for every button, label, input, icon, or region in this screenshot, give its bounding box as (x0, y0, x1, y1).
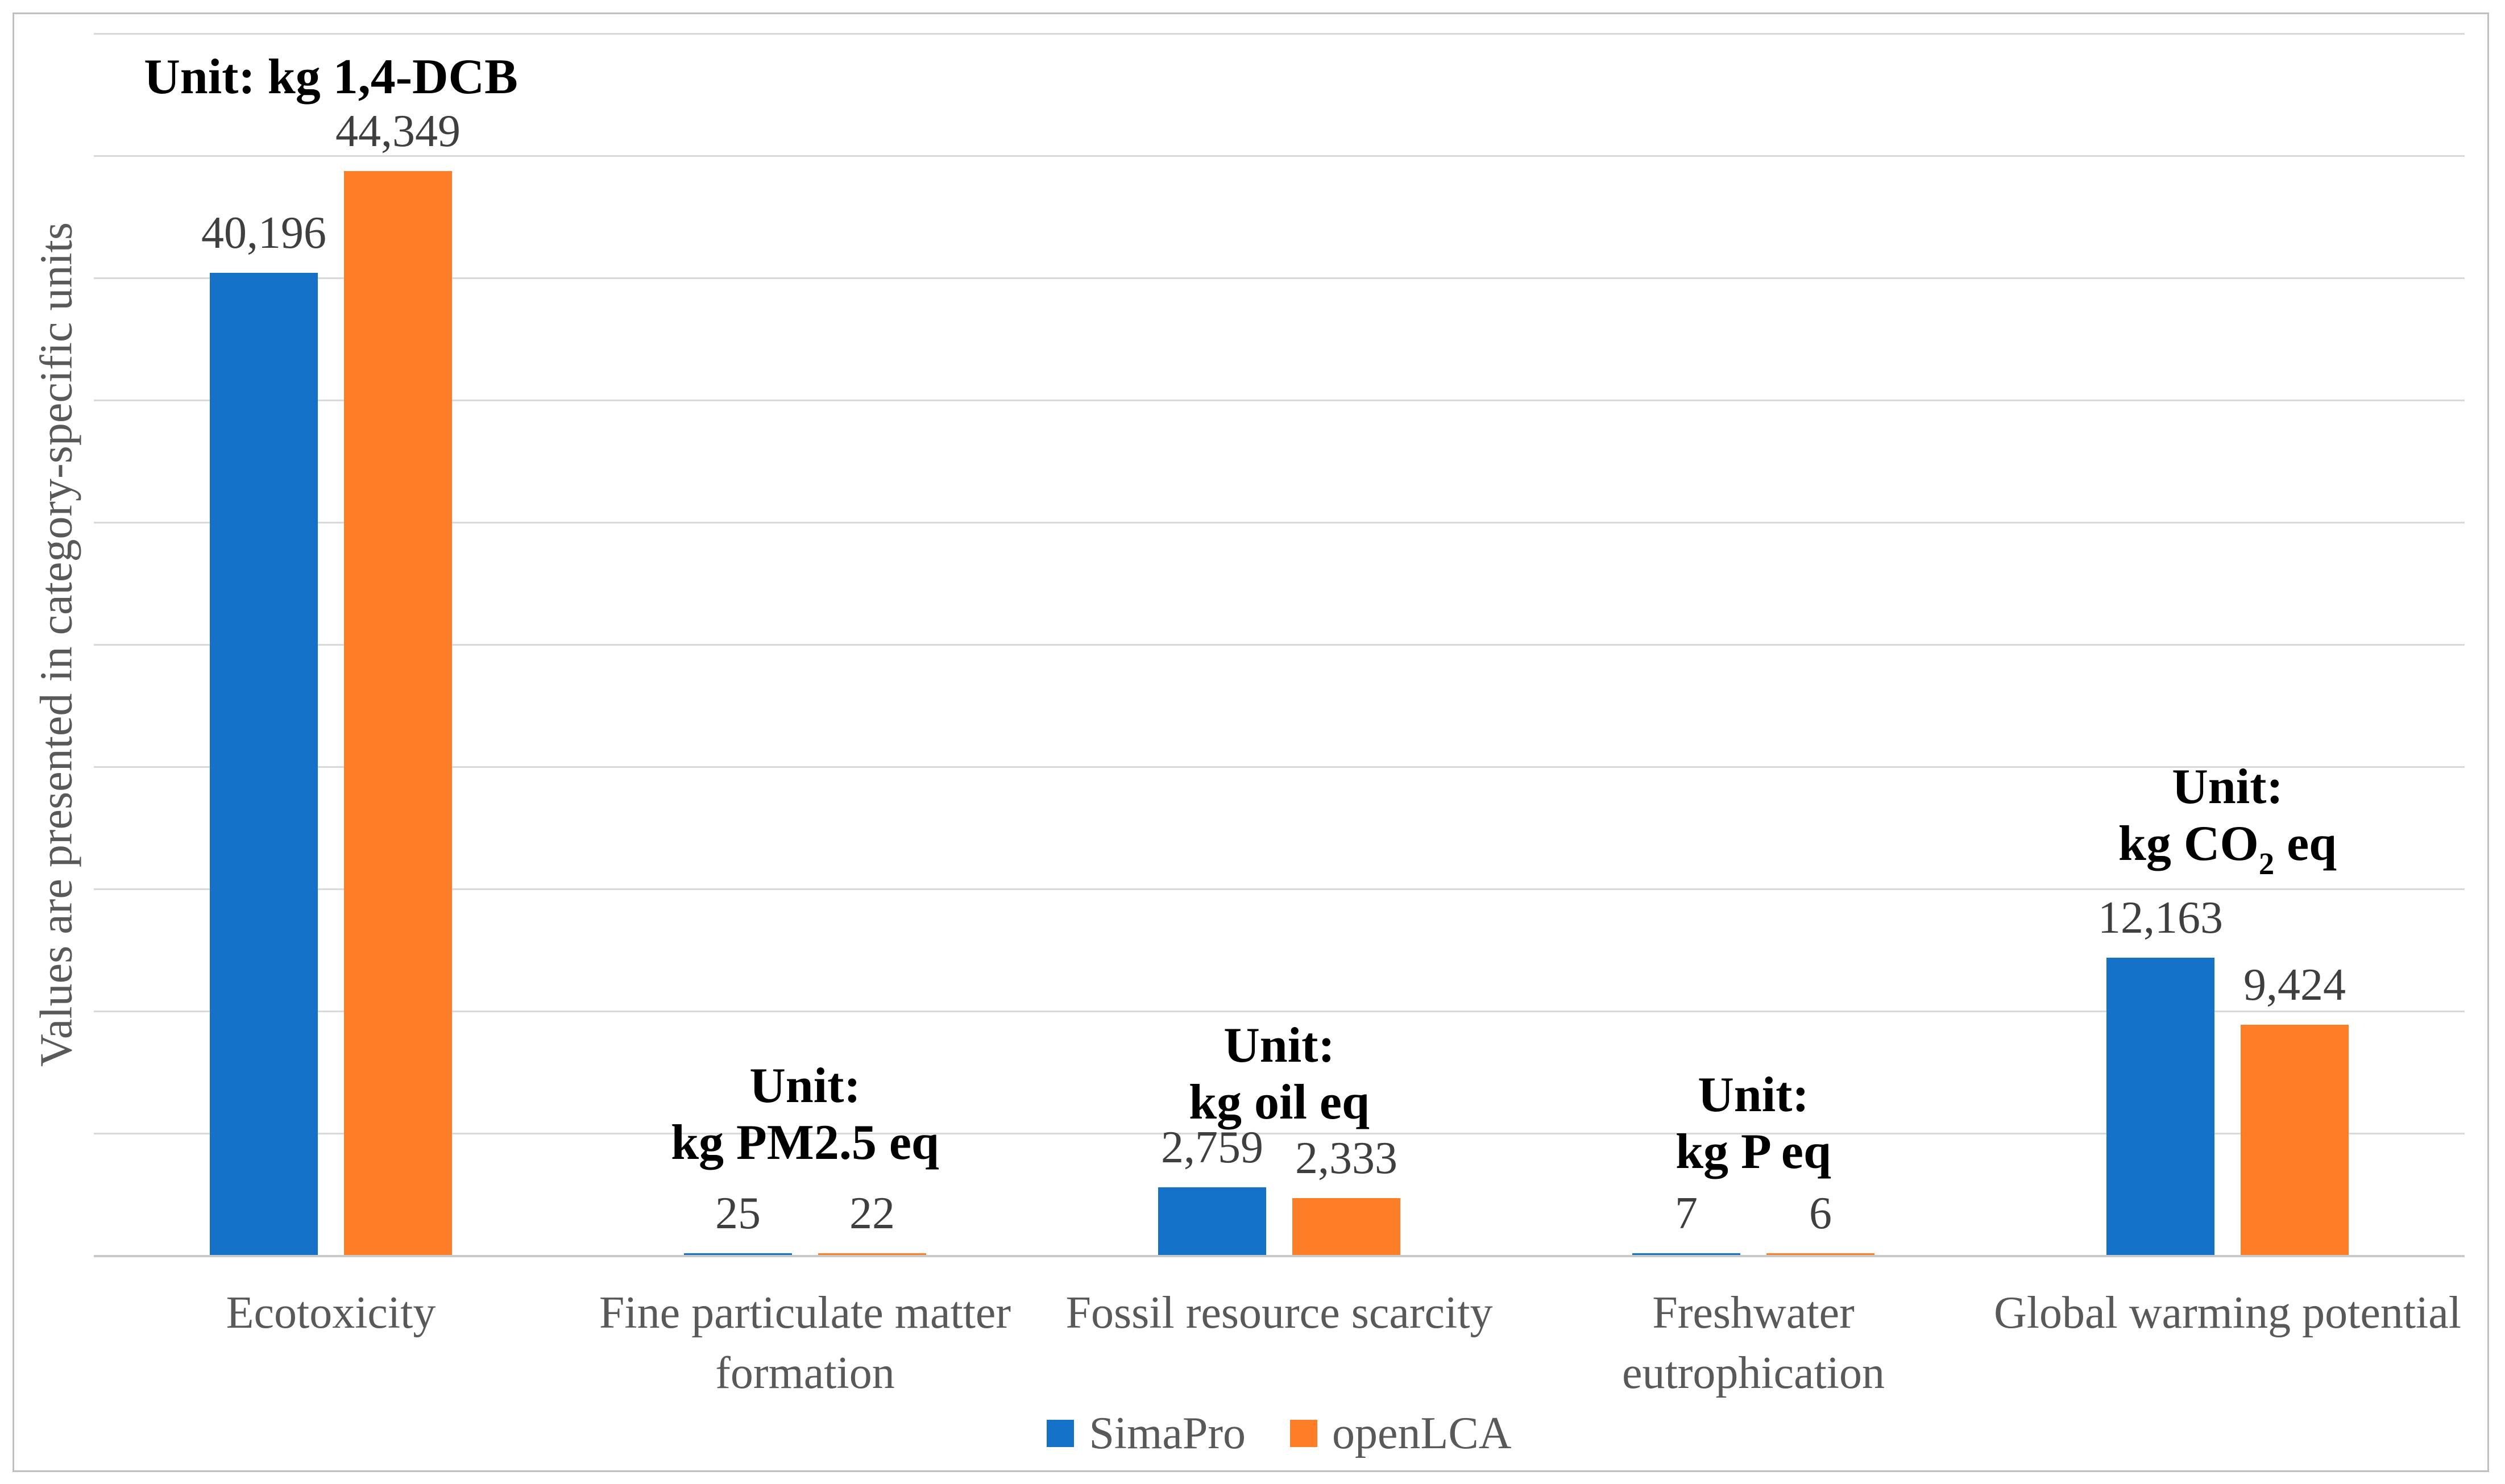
bar-simapro-ecotoxicity (210, 273, 318, 1255)
gridline-40000 (94, 277, 2465, 279)
legend-label-openlca: openLCA (1332, 1408, 1512, 1458)
legend-swatch-openlca (1290, 1420, 1318, 1447)
category-label-freshwater: Freshwater eutrophication (1621, 1288, 1885, 1398)
category-label-ecotoxicity: Ecotoxicity (226, 1288, 436, 1338)
legend-swatch-simapro (1047, 1420, 1075, 1447)
value-label-openlca-ecotoxicity: 44,349 (335, 106, 461, 156)
value-label-simapro-global: 12,163 (2098, 893, 2223, 943)
value-label-openlca-freshwater: 6 (1809, 1188, 1832, 1238)
value-label-simapro-ecotoxicity: 40,196 (201, 208, 326, 258)
value-label-openlca-global: 9,424 (2243, 960, 2346, 1010)
legend: SimaPro openLCA (94, 1405, 2465, 1462)
unit-annotation-freshwater: Unit: kg P eq (1675, 1067, 1831, 1179)
category-label-fossil: Fossil resource scarcity (1065, 1288, 1493, 1338)
legend-item-openlca: openLCA (1290, 1408, 1512, 1460)
gridline-20000 (94, 766, 2465, 768)
legend-item-simapro: SimaPro (1047, 1408, 1246, 1460)
value-label-openlca-fossil: 2,333 (1295, 1133, 1397, 1183)
bar-openlca-global (2241, 1025, 2349, 1255)
unit-annotation-fine: Unit: kg PM2.5 eq (671, 1058, 939, 1170)
legend-label-simapro: SimaPro (1089, 1408, 1246, 1458)
gridline-50000 (94, 33, 2465, 35)
bar-openlca-freshwater (1766, 1253, 1874, 1255)
x-axis-line (94, 1255, 2465, 1257)
gridline-35000 (94, 400, 2465, 401)
bar-simapro-fine (684, 1253, 792, 1255)
bar-simapro-fossil (1158, 1187, 1266, 1255)
bar-simapro-freshwater (1632, 1253, 1740, 1255)
gridline-5000 (94, 1133, 2465, 1134)
gridline-30000 (94, 522, 2465, 523)
value-label-simapro-fossil: 2,759 (1161, 1123, 1263, 1173)
bar-openlca-fossil (1292, 1198, 1400, 1255)
y-axis-title: Values are presented in category-specifi… (31, 222, 82, 1067)
bar-openlca-ecotoxicity (344, 171, 452, 1255)
category-label-global: Global warming potential (1993, 1288, 2462, 1338)
gridline-15000 (94, 888, 2465, 890)
gridline-45000 (94, 155, 2465, 157)
value-label-simapro-fine: 25 (715, 1188, 761, 1238)
gridline-25000 (94, 644, 2465, 646)
value-label-simapro-freshwater: 7 (1675, 1188, 1698, 1238)
unit-annotation-ecotoxicity: Unit: kg 1,4-DCB (144, 49, 518, 105)
value-label-openlca-fine: 22 (849, 1188, 895, 1238)
bar-simapro-global (2106, 958, 2214, 1255)
gridline-10000 (94, 1011, 2465, 1012)
unit-annotation-global: Unit: kg CO2 eq (2118, 759, 2337, 882)
unit-annotation-fossil: Unit: kg oil eq (1189, 1018, 1370, 1130)
bar-openlca-fine (818, 1253, 926, 1255)
category-label-fine: Fine particulate matter formation (599, 1288, 1011, 1398)
